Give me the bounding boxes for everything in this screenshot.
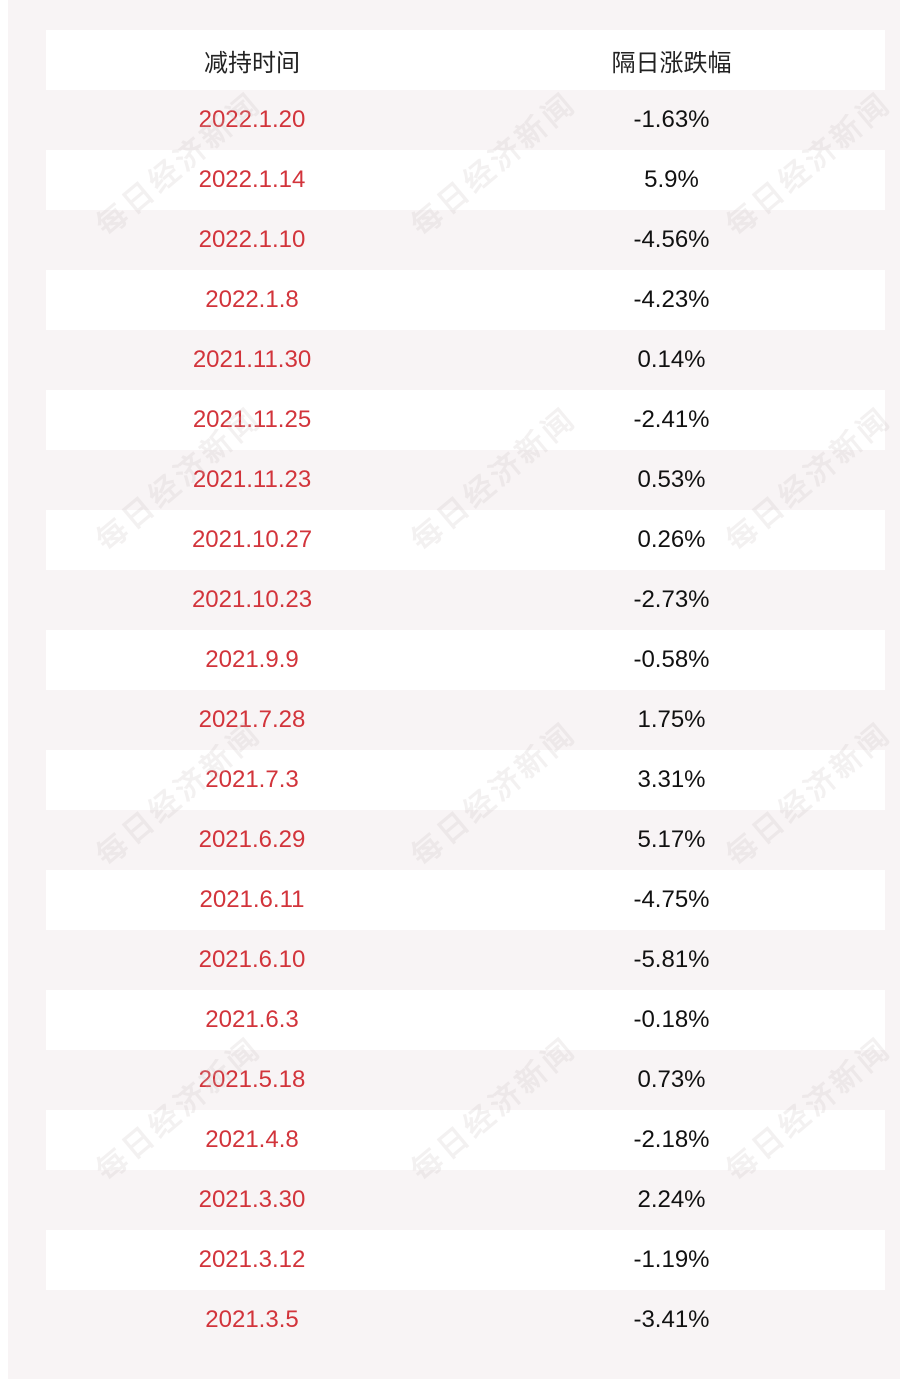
table-row: 2021.5.18 0.73% <box>46 1050 885 1110</box>
table-row: 2021.6.11 -4.75% <box>46 870 885 930</box>
cell-change: -1.63% <box>633 106 710 133</box>
reduction-table: 减持时间 隔日涨跌幅 2022.1.20 -1.63% 2022.1.14 5.9% 2… <box>46 30 885 1350</box>
cell-date: 2021.11.25 <box>192 406 312 433</box>
cell-date: 2021.11.30 <box>192 346 312 373</box>
cell-change: -3.41% <box>633 1306 710 1333</box>
cell-change: -0.58% <box>633 646 710 673</box>
table-row: 2022.1.14 5.9% <box>46 150 885 210</box>
cell-change: -2.18% <box>633 1126 710 1153</box>
cell-change: -4.56% <box>633 226 710 253</box>
table-row: 2021.7.3 3.31% <box>46 750 885 810</box>
cell-change: 0.73% <box>637 1066 706 1093</box>
cell-date: 2021.9.9 <box>205 646 299 673</box>
table-header-row: 减持时间 隔日涨跌幅 <box>46 30 885 90</box>
table-row: 2021.7.28 1.75% <box>46 690 885 750</box>
cell-change: -2.41% <box>633 406 710 433</box>
table-row: 2022.1.8 -4.23% <box>46 270 885 330</box>
cell-date: 2021.3.5 <box>205 1306 299 1333</box>
cell-change: 5.9% <box>644 166 699 193</box>
table-row: 2021.3.30 2.24% <box>46 1170 885 1230</box>
cell-date: 2022.1.10 <box>198 226 306 253</box>
cell-date: 2021.6.29 <box>198 826 306 853</box>
table-row: 2021.6.29 5.17% <box>46 810 885 870</box>
cell-change: -2.73% <box>633 586 710 613</box>
cell-change: 0.14% <box>637 346 706 373</box>
cell-change: 0.26% <box>637 526 706 553</box>
cell-change: 5.17% <box>637 826 706 853</box>
cell-date: 2021.10.23 <box>191 586 313 613</box>
cell-change: 1.75% <box>637 706 706 733</box>
table-row: 2021.11.23 0.53% <box>46 450 885 510</box>
table-row: 2021.6.3 -0.18% <box>46 990 885 1050</box>
cell-change: -5.81% <box>633 946 710 973</box>
table-row: 2022.1.20 -1.63% <box>46 90 885 150</box>
cell-date: 2021.6.10 <box>198 946 306 973</box>
cell-date: 2021.10.27 <box>191 526 313 553</box>
cell-date: 2021.11.23 <box>192 466 312 493</box>
table-row: 2021.10.23 -2.73% <box>46 570 885 630</box>
cell-change: -1.19% <box>633 1246 710 1273</box>
cell-date: 2021.3.30 <box>198 1186 306 1213</box>
cell-change: 2.24% <box>637 1186 706 1213</box>
cell-change: -4.23% <box>633 286 710 313</box>
table-row: 2021.10.27 0.26% <box>46 510 885 570</box>
table-body: 2022.1.20 -1.63% 2022.1.14 5.9% 2022.1.10 -4.… <box>46 90 885 1350</box>
table-row: 2021.11.30 0.14% <box>46 330 885 390</box>
cell-date: 2022.1.8 <box>205 286 299 313</box>
table-row: 2021.4.8 -2.18% <box>46 1110 885 1170</box>
cell-date: 2021.7.3 <box>205 766 299 793</box>
cell-change: -0.18% <box>633 1006 710 1033</box>
cell-date: 2021.7.28 <box>198 706 306 733</box>
header-change: 隔日涨跌幅 <box>611 48 732 77</box>
table-row: 2021.9.9 -0.58% <box>46 630 885 690</box>
cell-date: 2021.6.3 <box>205 1006 299 1033</box>
header-date: 减持时间 <box>204 48 300 77</box>
cell-change: 3.31% <box>637 766 706 793</box>
table-card: 减持时间 隔日涨跌幅 2022.1.20 -1.63% 2022.1.14 5.9% 2… <box>8 0 900 1379</box>
table-row: 2021.6.10 -5.81% <box>46 930 885 990</box>
table-row: 2022.1.10 -4.56% <box>46 210 885 270</box>
cell-date: 2022.1.14 <box>198 166 306 193</box>
table-row: 2021.3.5 -3.41% <box>46 1290 885 1350</box>
cell-date: 2022.1.20 <box>198 106 306 133</box>
table-row: 2021.3.12 -1.19% <box>46 1230 885 1290</box>
cell-date: 2021.4.8 <box>205 1126 299 1153</box>
cell-change: 0.53% <box>637 466 706 493</box>
cell-date: 2021.5.18 <box>198 1066 306 1093</box>
cell-date: 2021.3.12 <box>198 1246 306 1273</box>
cell-change: -4.75% <box>633 886 710 913</box>
cell-date: 2021.6.11 <box>199 886 305 913</box>
table-row: 2021.11.25 -2.41% <box>46 390 885 450</box>
